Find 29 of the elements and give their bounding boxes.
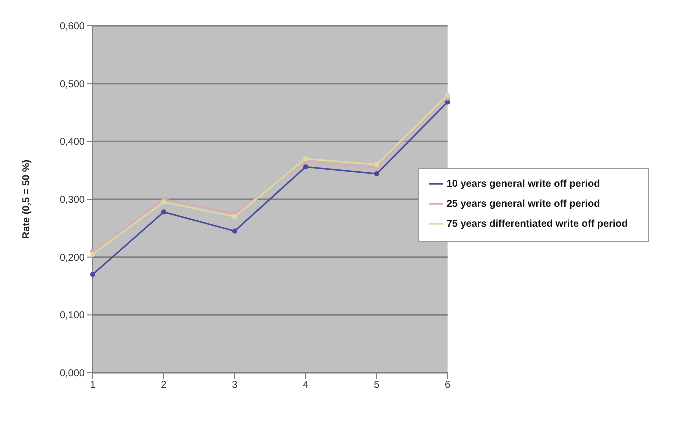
point	[374, 172, 380, 177]
point	[445, 100, 450, 105]
legend-label: 25 years general write off period	[446, 199, 600, 210]
x-tick-label: 1	[90, 380, 96, 392]
x-tick-label: 6	[445, 380, 452, 392]
y-tick-label: 0,000	[60, 368, 86, 380]
y-tick-label: 0,400	[60, 137, 86, 148]
x-tick-label: 3	[232, 380, 238, 392]
x-tick-label: 4	[303, 380, 310, 392]
point	[303, 164, 308, 170]
x-tick-label: 5	[374, 380, 380, 392]
point	[90, 272, 96, 278]
point	[374, 162, 380, 168]
point	[445, 92, 450, 98]
x-tick-label: 2	[161, 380, 168, 392]
point	[232, 214, 238, 220]
point	[161, 210, 167, 215]
y-tick-label: 0,100	[60, 310, 86, 322]
legend-label: 10 years general write off period	[446, 179, 600, 190]
y-axis-title: Rate (0,5 = 50 %)	[22, 160, 33, 240]
legend-label: 75 years differentiated write off period	[446, 219, 628, 230]
point	[161, 200, 167, 205]
y-tick-label: 0,600	[60, 22, 86, 33]
point	[232, 228, 238, 234]
y-tick-label: 0,300	[60, 195, 86, 206]
y-tick-label: 0,200	[60, 252, 86, 264]
point	[303, 156, 308, 162]
y-tick-label: 0,500	[60, 79, 86, 90]
point	[90, 252, 96, 257]
